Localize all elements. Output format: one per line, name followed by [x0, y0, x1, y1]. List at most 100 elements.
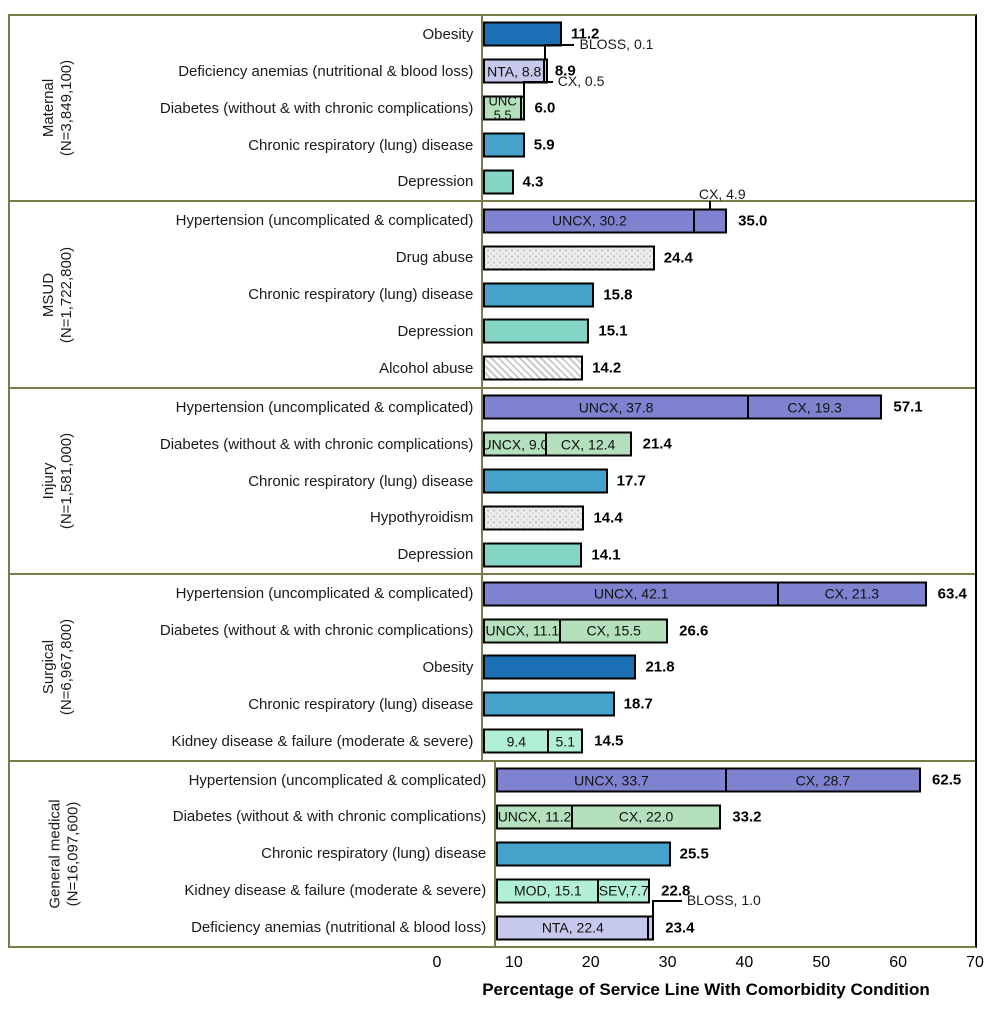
bar-segment: UNCX, 33.7: [496, 767, 727, 793]
section-n-count: (N=16,097,600): [64, 801, 82, 907]
bar: [483, 468, 975, 494]
section-general-medical: General medical (N=16,097,600) Hypertensio…: [10, 761, 975, 946]
bar-segment: CX, 19.3: [746, 394, 883, 420]
section-label: Surgical (N=6,967,800): [40, 619, 76, 715]
section-name: General medical: [46, 799, 64, 909]
bar-segment: UNCX, 9.0: [481, 431, 548, 457]
segment-label: CX, 28.7: [795, 772, 851, 789]
bar-segment: [543, 58, 549, 84]
segment-label: UNCX, 42.1: [593, 585, 669, 602]
section-name: Maternal: [40, 79, 58, 138]
category-label: Hypertension (uncomplicated & complicate…: [175, 212, 474, 230]
plot-area: 15.1: [481, 313, 975, 350]
segment-label: CX, 12.4: [560, 436, 616, 453]
bar-segment: [483, 132, 525, 158]
x-tick-0: 0: [432, 954, 442, 971]
bar-segment: CX, 21.3: [777, 581, 927, 607]
category-label: Diabetes (without & with chronic complic…: [159, 435, 474, 453]
category-label: Diabetes (without & with chronic complic…: [159, 622, 474, 640]
callout-connector: [544, 43, 575, 66]
section-name: Surgical: [40, 640, 58, 695]
bar: UNCX, 42.1 CX, 21.3: [483, 581, 975, 607]
chart-frame: Maternal (N=3,849,100) Obesity 11.2 Deficien…: [8, 14, 977, 948]
chart-row: Diabetes (without & with chronic complic…: [106, 73, 975, 127]
section-injury: Injury (N=1,581,000) Hypertension (uncompl…: [10, 388, 975, 576]
bar-total-value: 8.9: [554, 62, 576, 80]
plot-area: 18.7: [481, 685, 975, 723]
chart-row: Diabetes (without & with chronic complic…: [106, 612, 975, 649]
bar-total-value: 24.4: [663, 249, 693, 267]
bar-total-value: 25.5: [679, 845, 709, 863]
bar: [483, 245, 975, 271]
plot-area: 14.2: [481, 349, 975, 387]
segment-label: 5.1: [555, 733, 575, 750]
chart-row: Depression 15.1: [106, 313, 975, 350]
bar-segment: [693, 208, 728, 234]
category-label: Chronic respiratory (lung) disease: [248, 136, 474, 154]
bar-segment: [483, 542, 583, 568]
bar: UNCX, 11.2 CX, 22.0: [496, 804, 975, 830]
bar: MOD, 15.1 SEV,7.7: [496, 878, 975, 904]
bar-total-value: 17.7: [616, 472, 646, 490]
bar: NTA, 8.8: [483, 58, 975, 84]
category-label: Depression: [397, 173, 474, 191]
x-tick-60: 60: [889, 954, 908, 971]
bar-segment: [483, 355, 584, 381]
category-label: Depression: [397, 546, 474, 564]
segment-label: MOD, 15.1: [514, 882, 582, 899]
callout-label: BLOSS, 0.1: [579, 35, 654, 52]
bar-total-value: 6.0: [534, 99, 556, 117]
bar: 9.4 5.1: [483, 728, 975, 754]
section-n-count: (N=6,967,800): [58, 619, 76, 716]
section-label-column: Maternal (N=3,849,100): [10, 16, 106, 200]
segment-label: UNCX, 11.2: [497, 808, 572, 825]
plot-area: CX, 4.9 UNCX, 30.2 35.0: [481, 186, 975, 240]
category-label: Hypertension (uncomplicated & complicate…: [175, 585, 474, 603]
bar-total-value: 15.8: [603, 286, 633, 304]
section-label-column: Injury (N=1,581,000): [10, 389, 106, 573]
chart-row: Chronic respiratory (lung) disease 15.8: [106, 276, 975, 314]
bar: UNCX, 11.1 CX, 15.5: [483, 618, 975, 644]
bar-segment: [483, 318, 590, 344]
bar-total-value: 21.8: [645, 658, 675, 676]
bar-total-value: 21.4: [642, 435, 672, 453]
bar-total-value: 63.4: [937, 585, 967, 603]
bar-segment: UNCX, 42.1: [483, 581, 780, 607]
category-label: Deficiency anemias (nutritional & blood …: [178, 62, 474, 80]
category-label: Hypertension (uncomplicated & complicate…: [188, 771, 487, 789]
bar-total-value: 23.4: [665, 919, 695, 937]
section-label: MSUD (N=1,722,800): [40, 246, 76, 342]
section-n-count: (N=3,849,100): [58, 60, 76, 157]
callout-connector: [651, 900, 682, 923]
x-axis-label: Percentage of Service Line With Comorbid…: [482, 980, 930, 999]
section-rows: Hypertension (uncomplicated & complicate…: [106, 388, 975, 574]
bar-segment: CX, 12.4: [544, 431, 632, 457]
bar-segment: CX, 15.5: [559, 618, 669, 644]
segment-label: SEV,7.7: [598, 882, 649, 899]
bar-segment: MOD, 15.1: [496, 878, 600, 904]
plot-area: 25.5: [494, 835, 975, 873]
bar-segment: [483, 468, 608, 494]
x-tick-20: 20: [581, 954, 600, 971]
section-surgical: Surgical (N=6,967,800) Hypertension (uncom…: [10, 575, 975, 762]
category-label: Deficiency anemias (nutritional & blood …: [191, 919, 487, 937]
bar-segment: [483, 245, 655, 271]
section-name: MSUD: [40, 272, 58, 317]
segment-label: CX, 21.3: [824, 585, 880, 602]
bar-total-value: 5.9: [533, 136, 555, 154]
section-rows: Hypertension (uncomplicated & complicate…: [106, 575, 975, 760]
chart-row: Depression 14.1: [106, 536, 975, 574]
category-label: Obesity: [422, 658, 474, 676]
category-label: Diabetes (without & with chronic complic…: [159, 99, 474, 117]
callout-label: CX, 4.9: [698, 186, 746, 203]
bar: UNCX, 30.2: [483, 208, 975, 234]
bar-segment: [647, 915, 655, 941]
category-label: Hypothyroidism: [369, 509, 474, 527]
x-tick-10: 10: [504, 954, 523, 971]
plot-area: UNCX, 11.2 CX, 22.0 33.2: [494, 798, 975, 836]
bar-segment: UNCX, 37.8: [483, 394, 749, 420]
chart-row: Hypertension (uncomplicated & complicate…: [119, 761, 975, 799]
chart-row: Hypertension (uncomplicated & complicate…: [106, 388, 975, 426]
chart-row: Deficiency anemias (nutritional & blood …: [106, 36, 975, 90]
section-label-column: MSUD (N=1,722,800): [10, 202, 106, 386]
